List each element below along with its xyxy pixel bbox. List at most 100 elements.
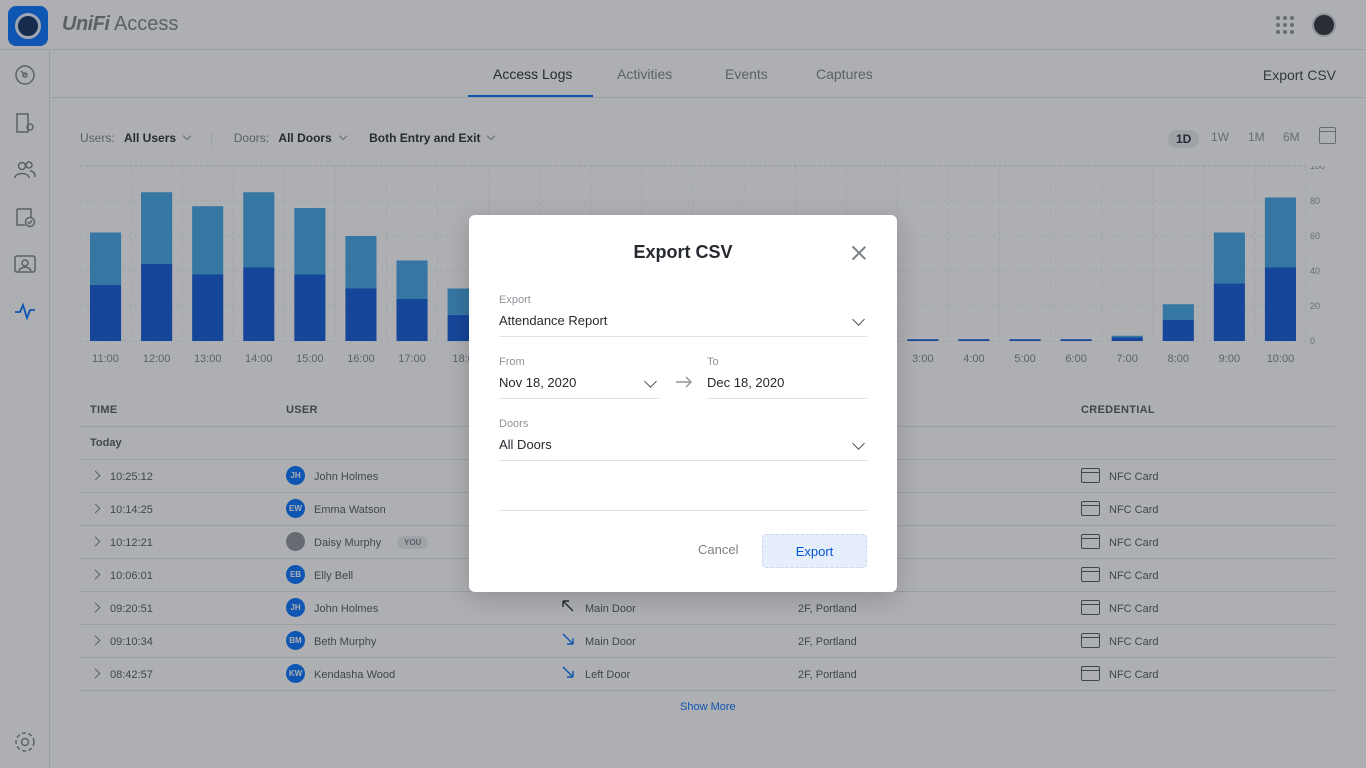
chart-bar-upper[interactable] <box>345 236 377 289</box>
chart-bar-lower[interactable] <box>141 264 173 341</box>
y-tick-label: 60 <box>1310 231 1320 241</box>
row-user-name: John Holmes <box>314 471 379 483</box>
chart-bar-lower[interactable] <box>907 339 939 341</box>
chart-bar-lower[interactable] <box>192 274 224 342</box>
chart-bar-upper[interactable] <box>1213 232 1245 284</box>
field-underline <box>499 336 867 337</box>
chart-bar-lower[interactable] <box>1264 267 1296 342</box>
users-icon[interactable] <box>13 158 37 182</box>
row-credential: NFC Card <box>1109 570 1159 582</box>
doors-filter-value: All Doors <box>278 131 332 145</box>
user-initials-avatar: JH <box>286 598 305 617</box>
from-date-field[interactable]: Nov 18, 2020 <box>499 375 577 390</box>
tab-captures[interactable]: Captures <box>816 66 873 82</box>
chart-bar-upper[interactable] <box>1264 197 1296 268</box>
column-header-user[interactable]: USER <box>286 404 318 416</box>
row-user-name: Daisy Murphy <box>314 537 382 549</box>
row-credential: NFC Card <box>1109 471 1159 483</box>
unifi-logo-icon[interactable] <box>8 6 48 46</box>
chart-bar-upper[interactable] <box>294 208 326 275</box>
range-6m[interactable]: 6M <box>1283 130 1300 144</box>
chart-bar-upper[interactable] <box>1111 335 1143 338</box>
chart-bar-lower[interactable] <box>90 285 122 341</box>
user-avatar[interactable] <box>1312 13 1336 37</box>
table-row[interactable]: 09:20:51 JH John Holmes Main Door 2F, Portla… <box>80 592 1335 625</box>
cancel-button[interactable]: Cancel <box>698 542 739 557</box>
dashboard-icon[interactable] <box>13 63 37 87</box>
user-initials-avatar: EW <box>286 499 305 518</box>
doors-filter[interactable]: Doors: All Doors <box>234 131 349 145</box>
chart-bar-upper[interactable] <box>192 206 224 275</box>
entry-arrow-icon <box>562 633 574 645</box>
row-credential: NFC Card <box>1109 504 1159 516</box>
show-more-link[interactable]: Show More <box>680 701 736 713</box>
chevron-down-icon[interactable] <box>644 375 657 388</box>
filter-divider <box>211 131 213 146</box>
y-tick-label: 0 <box>1310 336 1315 346</box>
to-date-field[interactable]: Dec 18, 2020 <box>707 375 785 390</box>
to-date-label: To <box>707 356 719 368</box>
visitors-icon[interactable] <box>13 252 37 276</box>
policies-icon[interactable] <box>13 205 37 229</box>
user-initials-avatar: KW <box>286 664 305 683</box>
chart-bar-lower[interactable] <box>958 339 990 341</box>
row-time: 08:42:57 <box>110 669 153 681</box>
row-user-name: Beth Murphy <box>314 636 377 648</box>
chart-bar-lower[interactable] <box>1162 320 1194 341</box>
tab-activities[interactable]: Activities <box>617 66 673 82</box>
nfc-card-icon <box>1081 633 1100 648</box>
range-1d[interactable]: 1D <box>1168 130 1200 148</box>
chevron-down-icon[interactable] <box>852 313 865 326</box>
chart-bar-upper[interactable] <box>90 232 122 286</box>
apps-grid-icon[interactable] <box>1276 16 1294 34</box>
chart-bar-lower[interactable] <box>1111 337 1143 342</box>
doors-label: Doors <box>499 418 529 430</box>
users-filter[interactable]: Users: All Users <box>80 131 193 145</box>
x-tick-label: 13:00 <box>194 353 222 365</box>
chart-bar-lower[interactable] <box>396 299 428 341</box>
doors-icon[interactable] <box>13 111 37 135</box>
x-tick-label: 7:00 <box>1116 353 1137 365</box>
x-tick-label: 8:00 <box>1168 353 1189 365</box>
tab-events[interactable]: Events <box>725 66 768 82</box>
chart-bar-upper[interactable] <box>243 192 275 268</box>
user-initials-avatar: JH <box>286 466 305 485</box>
table-row[interactable]: 09:10:34 BM Beth Murphy Main Door 2F, Portla… <box>80 625 1335 658</box>
export-type-label: Export <box>499 294 531 306</box>
chevron-down-icon[interactable] <box>852 437 865 450</box>
settings-icon[interactable] <box>13 730 37 754</box>
export-type-select[interactable]: Attendance Report <box>499 313 608 328</box>
tab-bar: Access Logs Activities Events Captures E… <box>50 50 1366 98</box>
chart-bar-lower[interactable] <box>345 288 377 342</box>
range-1m[interactable]: 1M <box>1248 130 1265 144</box>
calendar-icon[interactable] <box>1319 127 1336 144</box>
top-bar: UniFi Access <box>0 0 1366 50</box>
chart-bar-lower[interactable] <box>1213 283 1245 341</box>
x-tick-label: 12:00 <box>143 353 171 365</box>
export-csv-button[interactable]: Export CSV <box>1262 67 1336 83</box>
doors-select[interactable]: All Doors <box>499 437 552 452</box>
chart-bar-upper[interactable] <box>1162 304 1194 320</box>
table-row[interactable]: 08:42:57 KW Kendasha Wood Left Door 2F, Port… <box>80 658 1335 691</box>
close-icon[interactable] <box>851 245 867 261</box>
range-1w[interactable]: 1W <box>1211 130 1229 144</box>
chart-bar-lower[interactable] <box>1060 339 1092 341</box>
column-header-time[interactable]: TIME <box>90 404 118 416</box>
column-header-credential[interactable]: CREDENTIAL <box>1081 404 1155 416</box>
x-tick-label: 4:00 <box>963 353 984 365</box>
export-button[interactable]: Export <box>762 534 867 568</box>
logs-icon[interactable] <box>13 299 37 323</box>
chart-bar-upper[interactable] <box>396 260 428 300</box>
chart-bar-lower[interactable] <box>1009 339 1041 341</box>
from-date-label: From <box>499 356 525 368</box>
chart-bar-upper[interactable] <box>141 192 173 264</box>
row-location: 2F, Portland <box>798 636 857 648</box>
chart-bar-lower[interactable] <box>294 274 326 342</box>
direction-filter[interactable]: Both Entry and Exit <box>369 131 496 145</box>
chart-bar-lower[interactable] <box>243 267 275 342</box>
x-tick-label: 17:00 <box>398 353 426 365</box>
row-time: 10:12:21 <box>110 537 153 549</box>
row-location: 2F, Portland <box>798 669 857 681</box>
arrow-right-icon <box>676 376 692 388</box>
tab-access-logs[interactable]: Access Logs <box>493 66 573 82</box>
